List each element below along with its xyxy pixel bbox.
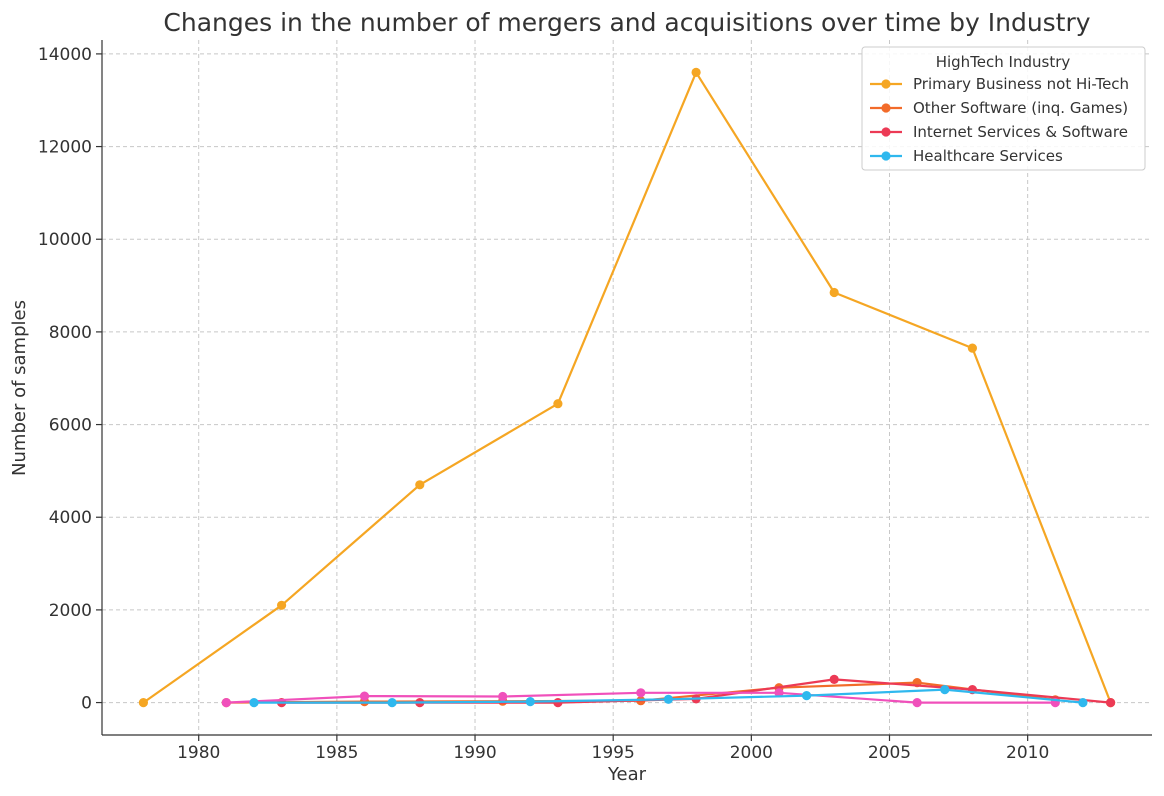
data-point: [415, 480, 425, 490]
series-4: [249, 685, 1088, 708]
data-point: [663, 694, 674, 704]
legend-entry: Internet Services & Software: [870, 123, 1128, 141]
data-point: [829, 674, 839, 685]
data-point: [636, 688, 646, 698]
data-point: [940, 685, 950, 695]
data-point: [498, 691, 508, 702]
data-point: [829, 287, 839, 298]
legend-label: Other Software (inq. Games): [913, 99, 1128, 117]
data-point: [967, 343, 978, 353]
legend-marker: [881, 127, 891, 137]
series-line: [142, 71, 1112, 704]
legend-title: HighTech Industry: [936, 53, 1071, 71]
series-layer: [138, 67, 1116, 708]
y-tick-label: 6000: [49, 416, 92, 436]
legend-box: [861, 46, 1146, 171]
legend-marker: [881, 103, 891, 113]
data-point: [1106, 698, 1116, 708]
data-point: [553, 399, 563, 409]
x-tick-label: 2005: [868, 743, 911, 763]
data-point: [802, 691, 812, 701]
data-point: [525, 697, 535, 707]
data-point: [221, 698, 231, 708]
legend-entry: Primary Business not Hi-Tech: [870, 75, 1129, 93]
legend-entry: Other Software (inq. Games): [870, 99, 1128, 117]
data-point: [553, 698, 563, 708]
data-point: [249, 698, 259, 708]
x-tick-label: 2000: [730, 743, 773, 763]
y-tick-label: 0: [81, 694, 92, 714]
y-tick-label: 8000: [49, 323, 92, 343]
legend-label: Internet Services & Software: [913, 123, 1128, 141]
y-tick-label: 2000: [49, 601, 92, 621]
x-tick-label: 1980: [177, 743, 220, 763]
y-tick-label: 10000: [38, 230, 92, 250]
y-tick-label: 14000: [38, 45, 92, 65]
x-tick-label: 1990: [453, 743, 496, 763]
legend-label: Primary Business not Hi-Tech: [913, 75, 1129, 93]
x-axis-label: Year: [607, 764, 647, 785]
data-point: [277, 600, 287, 610]
data-point: [138, 698, 148, 708]
data-point: [912, 698, 922, 708]
x-tick-label: 1985: [315, 743, 358, 763]
legend-marker: [881, 151, 891, 161]
x-tick-label: 2010: [1006, 743, 1049, 763]
data-point: [387, 698, 397, 708]
y-tick-label: 12000: [38, 138, 92, 158]
data-point: [1078, 698, 1088, 708]
legend-entry: Healthcare Services: [870, 147, 1063, 165]
y-tick-label: 4000: [49, 508, 92, 528]
series-3: [221, 688, 1060, 708]
data-point: [359, 691, 370, 701]
data-point: [774, 688, 784, 698]
x-tick-label: 1995: [592, 743, 635, 763]
data-point: [691, 67, 701, 77]
legend-marker: [881, 79, 891, 89]
axes: 1980 1985 1990 1995 2000 2005 2010 0 2000 4000 600…: [38, 40, 1152, 763]
y-axis-label: Number of samples: [9, 300, 30, 476]
chart-title: Changes in the number of mergers and acq…: [163, 8, 1090, 37]
legend-label: Healthcare Services: [913, 147, 1063, 165]
legend: HighTech Industry Primary Business not H…: [861, 46, 1146, 171]
